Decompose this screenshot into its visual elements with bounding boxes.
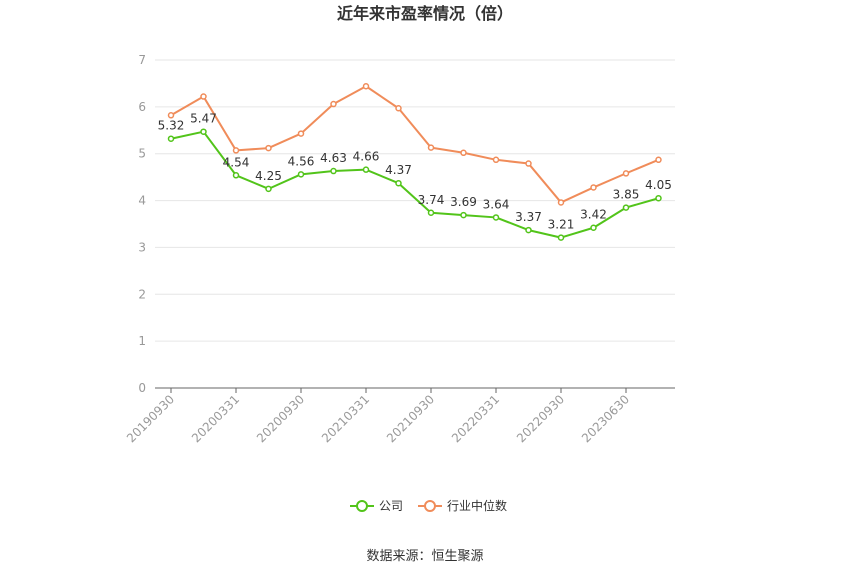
legend-label[interactable]: 公司 xyxy=(379,499,403,513)
data-point[interactable] xyxy=(655,194,662,202)
chart-title: 近年来市盈率情况（倍） xyxy=(337,4,513,23)
series xyxy=(167,82,662,241)
data-point[interactable] xyxy=(265,185,272,193)
y-tick-label: 0 xyxy=(138,381,146,395)
x-tick-label: 20210930 xyxy=(384,392,437,445)
data-label: 4.05 xyxy=(645,178,672,192)
data-point[interactable] xyxy=(265,144,272,152)
data-point[interactable] xyxy=(395,179,402,187)
data-point[interactable] xyxy=(525,226,532,234)
data-point[interactable] xyxy=(395,105,402,112)
data-point[interactable] xyxy=(590,224,597,231)
data-labels: 5.32 5.47 4.54 4.25 4.56 4.63 4.66 4.37 3.74 3.69… xyxy=(158,112,672,232)
y-tick-label: 3 xyxy=(138,240,146,254)
data-point[interactable] xyxy=(590,184,597,191)
x-tick-label: 20200331 xyxy=(189,392,242,445)
data-label: 3.64 xyxy=(483,197,510,211)
y-tick-label: 6 xyxy=(138,100,146,114)
legend[interactable]: 公司 行业中位数 xyxy=(350,498,507,513)
data-point[interactable] xyxy=(460,149,467,157)
data-label: 3.21 xyxy=(548,218,575,232)
data-point[interactable] xyxy=(232,172,240,179)
y-tick-label: 7 xyxy=(138,53,146,67)
y-tick-label: 5 xyxy=(138,147,146,161)
data-point[interactable] xyxy=(297,130,305,137)
data-label: 3.37 xyxy=(515,210,542,224)
x-tick-label: 20230630 xyxy=(579,392,632,445)
series-line xyxy=(170,85,659,204)
data-label: 5.32 xyxy=(158,119,185,133)
data-point[interactable] xyxy=(297,171,305,178)
data-label: 5.47 xyxy=(190,112,217,126)
y-tick-label: 2 xyxy=(138,287,146,301)
data-point[interactable] xyxy=(362,82,370,90)
data-point[interactable] xyxy=(167,135,175,142)
legend-marker xyxy=(424,500,436,512)
x-tick-label: 20220331 xyxy=(449,392,502,445)
data-source: 数据来源：恒生聚源 xyxy=(366,549,483,564)
data-point[interactable] xyxy=(492,214,500,221)
data-point[interactable] xyxy=(557,199,565,206)
data-point[interactable] xyxy=(525,160,532,167)
legend-marker xyxy=(356,500,368,512)
x-tick-label: 20220930 xyxy=(514,392,567,445)
data-label: 4.54 xyxy=(223,155,250,169)
data-point[interactable] xyxy=(622,204,630,211)
y-tick-label: 4 xyxy=(138,194,146,208)
data-point[interactable] xyxy=(232,147,240,154)
data-point[interactable] xyxy=(330,167,337,175)
x-tick-label: 20200930 xyxy=(254,392,307,445)
data-point[interactable] xyxy=(460,211,467,219)
data-label: 4.63 xyxy=(320,151,347,165)
data-point[interactable] xyxy=(427,144,435,151)
data-label: 3.42 xyxy=(580,208,607,222)
data-point[interactable] xyxy=(167,112,175,119)
data-point[interactable] xyxy=(557,234,565,241)
data-label: 3.85 xyxy=(613,188,640,202)
data-label: 4.56 xyxy=(288,154,315,168)
data-point[interactable] xyxy=(622,170,630,177)
x-tick-label: 20190930 xyxy=(124,392,177,445)
data-point[interactable] xyxy=(427,209,435,217)
y-tick-label: 1 xyxy=(138,334,146,348)
data-point[interactable] xyxy=(655,156,662,164)
data-label: 4.37 xyxy=(385,163,412,177)
data-point[interactable] xyxy=(362,166,370,173)
data-label: 4.66 xyxy=(353,150,380,164)
data-label: 3.74 xyxy=(418,193,445,207)
legend-label[interactable]: 行业中位数 xyxy=(447,498,507,513)
data-label: 4.25 xyxy=(255,169,282,183)
x-tick-label: 20210331 xyxy=(319,392,372,445)
grid xyxy=(155,59,675,342)
data-point[interactable] xyxy=(200,128,207,135)
data-label: 3.69 xyxy=(450,195,477,209)
series-line xyxy=(170,130,659,239)
data-point[interactable] xyxy=(492,156,500,164)
data-point[interactable] xyxy=(200,93,207,100)
data-point[interactable] xyxy=(330,100,337,108)
